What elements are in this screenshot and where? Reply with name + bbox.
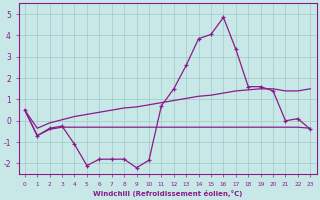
X-axis label: Windchill (Refroidissement éolien,°C): Windchill (Refroidissement éolien,°C) bbox=[93, 190, 242, 197]
